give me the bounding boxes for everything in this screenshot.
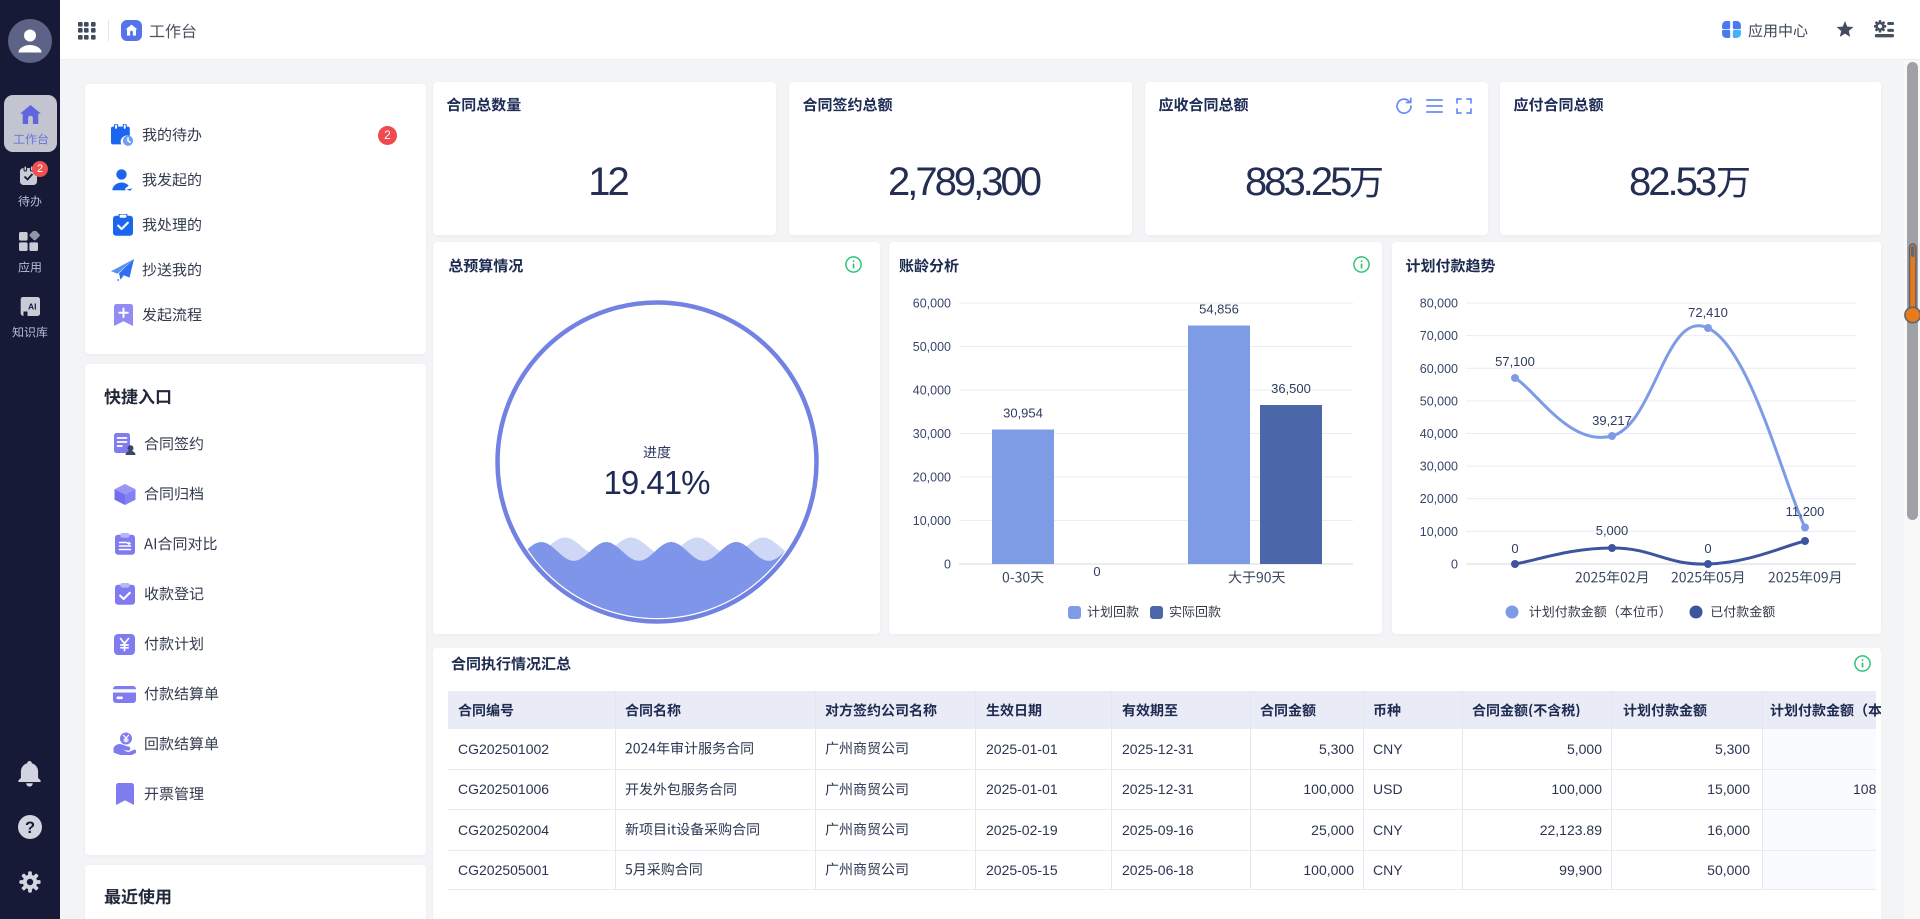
svg-text:10,000: 10,000 — [913, 514, 951, 528]
svg-text:50,000: 50,000 — [913, 340, 951, 354]
svg-text:72,410: 72,410 — [1688, 305, 1728, 320]
svg-text:40,000: 40,000 — [1420, 427, 1458, 441]
svg-text:40,000: 40,000 — [913, 384, 951, 398]
svg-text:54,856: 54,856 — [1199, 302, 1239, 317]
svg-text:10,000: 10,000 — [1420, 525, 1458, 539]
svg-text:70,000: 70,000 — [1420, 329, 1458, 343]
svg-text:0: 0 — [1451, 558, 1458, 572]
svg-text:30,000: 30,000 — [1420, 460, 1458, 474]
svg-text:AI: AI — [28, 302, 36, 312]
svg-text:0: 0 — [1093, 564, 1100, 579]
svg-text:11,200: 11,200 — [1786, 504, 1825, 519]
svg-text:5,000: 5,000 — [1596, 523, 1629, 538]
svg-text:0: 0 — [1704, 541, 1711, 556]
svg-text:50,000: 50,000 — [1420, 394, 1458, 408]
svg-text:60,000: 60,000 — [913, 297, 951, 311]
svg-text:30,954: 30,954 — [1003, 406, 1043, 421]
svg-text:39,217: 39,217 — [1592, 413, 1632, 428]
svg-text:36,500: 36,500 — [1271, 381, 1311, 396]
svg-text:0: 0 — [944, 558, 951, 572]
svg-text:57,100: 57,100 — [1495, 354, 1535, 369]
svg-text:60,000: 60,000 — [1420, 362, 1458, 376]
svg-text:20,000: 20,000 — [1420, 492, 1458, 506]
svg-text:20,000: 20,000 — [913, 471, 951, 485]
svg-text:80,000: 80,000 — [1420, 297, 1458, 311]
svg-text:?: ? — [25, 819, 35, 837]
svg-text:30,000: 30,000 — [913, 427, 951, 441]
svg-text:0: 0 — [1511, 541, 1518, 556]
